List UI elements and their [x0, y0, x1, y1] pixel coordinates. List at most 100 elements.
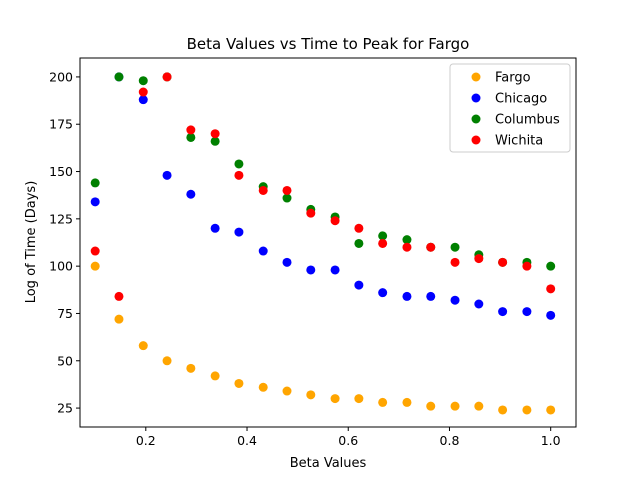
x-tick-label: 0.6: [338, 433, 358, 448]
data-point: [162, 72, 172, 82]
series-wichita: [90, 72, 556, 301]
data-point: [186, 125, 196, 135]
y-tick-label: 100: [49, 259, 73, 274]
x-axis-label: Beta Values: [290, 456, 367, 471]
data-point: [522, 261, 532, 271]
data-point: [378, 288, 388, 298]
data-point: [450, 257, 460, 267]
data-point: [234, 378, 244, 388]
y-axis-label: Log of Time (Days): [24, 181, 39, 304]
legend-box: [449, 63, 571, 153]
data-point: [210, 223, 220, 233]
legend-marker: [471, 114, 481, 124]
data-point: [282, 386, 292, 396]
legend: Fargo Chicago Columbus Wichita: [449, 63, 571, 153]
data-point: [450, 401, 460, 411]
data-point: [90, 197, 100, 207]
data-points: [90, 72, 556, 415]
data-point: [138, 87, 148, 97]
data-point: [138, 95, 148, 105]
data-point: [90, 261, 100, 271]
data-point: [426, 401, 436, 411]
y-tick-label: 75: [57, 306, 73, 321]
data-point: [402, 242, 412, 252]
y-axis-ticks: 25 50 75 100 125 150 175 200: [49, 69, 80, 416]
y-tick-label: 125: [49, 211, 73, 226]
chart-title: Beta Values vs Time to Peak for Fargo: [187, 35, 470, 53]
y-tick-label: 50: [57, 353, 73, 368]
data-point: [378, 397, 388, 407]
y-tick-label: 175: [49, 117, 73, 132]
data-point: [402, 397, 412, 407]
legend-label: Chicago: [495, 92, 547, 107]
legend-marker: [471, 93, 481, 103]
legend-label: Columbus: [495, 113, 560, 128]
data-point: [354, 238, 364, 248]
data-point: [210, 371, 220, 381]
data-point: [210, 136, 220, 146]
data-point: [234, 227, 244, 237]
data-point: [258, 185, 268, 195]
data-point: [378, 238, 388, 248]
data-point: [378, 231, 388, 241]
data-point: [546, 284, 556, 294]
data-point: [354, 280, 364, 290]
y-tick-label: 150: [49, 164, 73, 179]
data-point: [402, 235, 412, 245]
data-point: [90, 178, 100, 188]
data-point: [354, 223, 364, 233]
data-point: [474, 299, 484, 309]
y-tick-label: 25: [57, 401, 73, 416]
data-point: [474, 254, 484, 264]
x-axis-ticks: 0.2 0.4 0.6 0.8 1.0: [136, 427, 561, 448]
data-point: [114, 72, 124, 82]
data-point: [234, 170, 244, 180]
data-point: [402, 291, 412, 301]
data-point: [186, 132, 196, 142]
data-point: [306, 390, 316, 400]
series-fargo: [90, 261, 556, 415]
data-point: [522, 307, 532, 317]
data-point: [426, 291, 436, 301]
data-point: [282, 257, 292, 267]
data-point: [138, 76, 148, 86]
data-point: [522, 405, 532, 415]
data-point: [162, 356, 172, 366]
legend-label: Wichita: [495, 134, 543, 149]
data-point: [330, 394, 340, 404]
data-point: [354, 394, 364, 404]
data-point: [330, 216, 340, 226]
data-point: [498, 257, 508, 267]
data-point: [234, 159, 244, 169]
data-point: [258, 246, 268, 256]
data-point: [498, 307, 508, 317]
x-tick-label: 1.0: [541, 433, 561, 448]
x-tick-label: 0.2: [136, 433, 156, 448]
data-point: [498, 405, 508, 415]
series-chicago: [90, 72, 556, 320]
data-point: [210, 129, 220, 139]
data-point: [450, 242, 460, 252]
data-point: [186, 363, 196, 373]
data-point: [282, 185, 292, 195]
data-point: [186, 189, 196, 199]
x-tick-label: 0.4: [237, 433, 257, 448]
data-point: [306, 265, 316, 275]
data-point: [426, 242, 436, 252]
legend-label: Fargo: [495, 71, 531, 86]
data-point: [162, 170, 172, 180]
data-point: [306, 208, 316, 218]
data-point: [258, 382, 268, 392]
legend-marker: [471, 72, 481, 82]
legend-marker: [471, 135, 481, 145]
data-point: [114, 291, 124, 301]
data-point: [138, 341, 148, 351]
data-point: [90, 246, 100, 256]
data-point: [546, 261, 556, 271]
data-point: [282, 193, 292, 203]
data-point: [474, 401, 484, 411]
data-point: [330, 265, 340, 275]
data-point: [450, 295, 460, 305]
y-tick-label: 200: [49, 69, 73, 84]
